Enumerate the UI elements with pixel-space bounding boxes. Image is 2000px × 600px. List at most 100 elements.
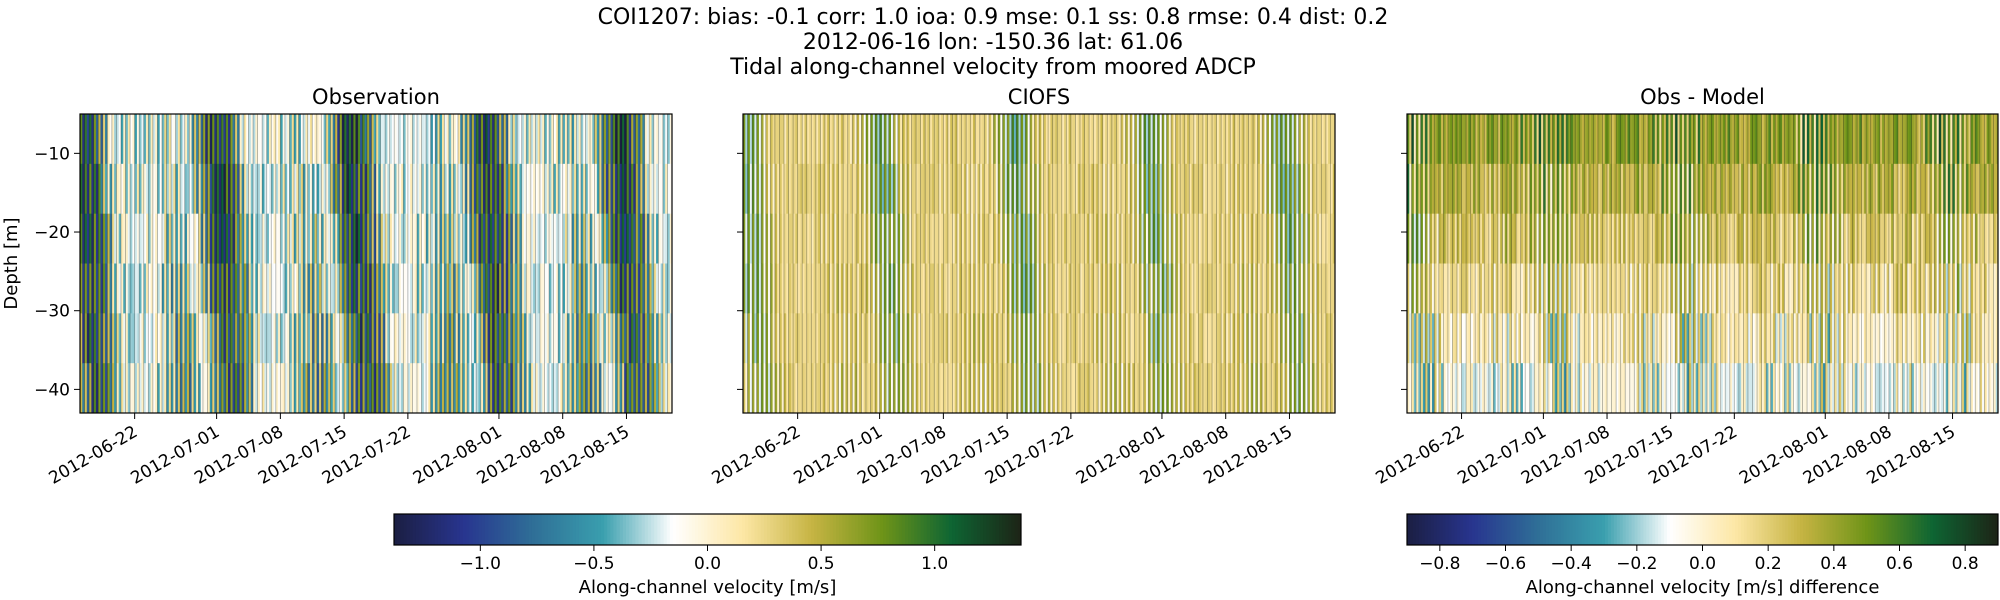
heatmap-cell [868, 313, 871, 364]
heatmap-cell [1575, 114, 1578, 165]
heatmap-cell [246, 114, 249, 165]
heatmap-cell [1804, 313, 1808, 364]
heatmap-cell [1775, 263, 1778, 314]
heatmap-cell [1900, 163, 1903, 215]
heatmap-cell [752, 363, 755, 414]
heatmap-cell [1941, 263, 1944, 314]
heatmap-cell [1214, 213, 1217, 264]
heatmap-cell [1707, 363, 1710, 414]
heatmap-cell [1761, 163, 1765, 215]
heatmap-cell [649, 313, 652, 364]
heatmap-cell [95, 263, 99, 314]
heatmap-cell [601, 263, 605, 314]
heatmap-cell [1593, 263, 1597, 314]
heatmap-cell [1488, 363, 1492, 414]
heatmap-cell [1323, 313, 1327, 364]
heatmap-cell [496, 363, 500, 414]
heatmap-cell [512, 263, 516, 314]
heatmap-cell [462, 363, 466, 414]
heatmap-cell [539, 263, 543, 314]
heatmap-cell [378, 163, 381, 215]
heatmap-cell [1032, 213, 1035, 264]
heatmap-cell [1857, 363, 1860, 414]
heatmap-cell [1520, 213, 1524, 264]
heatmap-cell [1843, 163, 1847, 215]
heatmap-cell [934, 163, 937, 215]
heatmap-cell [1736, 363, 1740, 414]
heatmap-cell [508, 114, 511, 165]
heatmap-cell [1507, 313, 1510, 364]
heatmap-cell [970, 263, 974, 314]
heatmap-cell [387, 363, 391, 414]
heatmap-cell [1155, 163, 1158, 215]
heatmap-cell [1246, 263, 1249, 314]
heatmap-cell [756, 313, 760, 364]
heatmap-cell [1604, 114, 1608, 165]
heatmap-cell [1627, 163, 1631, 215]
heatmap-cell [1432, 163, 1435, 215]
heatmap-cell [480, 213, 484, 264]
heatmap-cell [806, 363, 810, 414]
heatmap-cell [241, 213, 245, 264]
heatmap-cell [824, 363, 828, 414]
title-line-3: Tidal along-channel velocity from moored… [729, 55, 1256, 80]
heatmap-cell [1875, 363, 1878, 414]
heatmap-cell [658, 114, 662, 165]
heatmap-cell [988, 163, 992, 215]
heatmap-cell [1902, 213, 1906, 264]
heatmap-cell [412, 213, 416, 264]
heatmap-cell [1468, 313, 1472, 364]
heatmap-cell [1891, 163, 1894, 215]
heatmap-cell [1312, 114, 1315, 165]
heatmap-cell [116, 263, 120, 314]
heatmap-cell [1221, 114, 1224, 165]
heatmap-cell [284, 263, 288, 314]
heatmap-cell [895, 163, 899, 215]
heatmap-cell [530, 114, 534, 165]
heatmap-cell [1520, 313, 1524, 364]
heatmap-cell [811, 213, 814, 264]
heatmap-cell [1089, 313, 1092, 364]
heatmap-cell [120, 213, 124, 264]
heatmap-cell [651, 313, 655, 364]
heatmap-cell [1111, 163, 1115, 215]
heatmap-cell [1877, 114, 1881, 165]
heatmap-cell [1488, 163, 1492, 215]
heatmap-cell [1845, 263, 1849, 314]
heatmap-cell [448, 313, 452, 364]
figure-title: COI1207: bias: -0.1 corr: 1.0 ioa: 0.9 m… [598, 5, 1389, 80]
heatmap-cell [275, 213, 279, 264]
heatmap-cell [884, 313, 887, 364]
heatmap-cell [193, 313, 197, 364]
heatmap-cell [1323, 263, 1327, 314]
heatmap-cell [1859, 263, 1863, 314]
heatmap-cell [152, 163, 156, 215]
heatmap-cell [1757, 114, 1760, 165]
heatmap-cell [1109, 263, 1113, 314]
heatmap-cell [1707, 213, 1710, 264]
heatmap-cell [952, 363, 956, 414]
heatmap-cell [852, 114, 855, 165]
heatmap-cell [387, 114, 391, 165]
heatmap-cell [749, 213, 753, 264]
heatmap-cell [1470, 213, 1474, 264]
heatmap-cell [517, 213, 520, 264]
heatmap-cell [1259, 213, 1263, 264]
heatmap-cell [105, 163, 108, 215]
heatmap-cell [537, 114, 541, 165]
heatmap-cell [966, 363, 969, 414]
heatmap-cell [1241, 313, 1245, 364]
heatmap-cell [1654, 313, 1658, 364]
heatmap-cell [494, 263, 498, 314]
heatmap-cell [439, 263, 443, 314]
heatmap-cell [872, 163, 876, 215]
heatmap-cell [1164, 363, 1167, 414]
heatmap-cell [280, 163, 284, 215]
heatmap-cell [1479, 363, 1483, 414]
heatmap-cell [1534, 163, 1537, 215]
heatmap-cell [1568, 213, 1572, 264]
heatmap-cell [852, 363, 855, 414]
heatmap-cell [1577, 313, 1581, 364]
heatmap-cell [893, 313, 896, 364]
heatmap-cell [1738, 313, 1742, 364]
